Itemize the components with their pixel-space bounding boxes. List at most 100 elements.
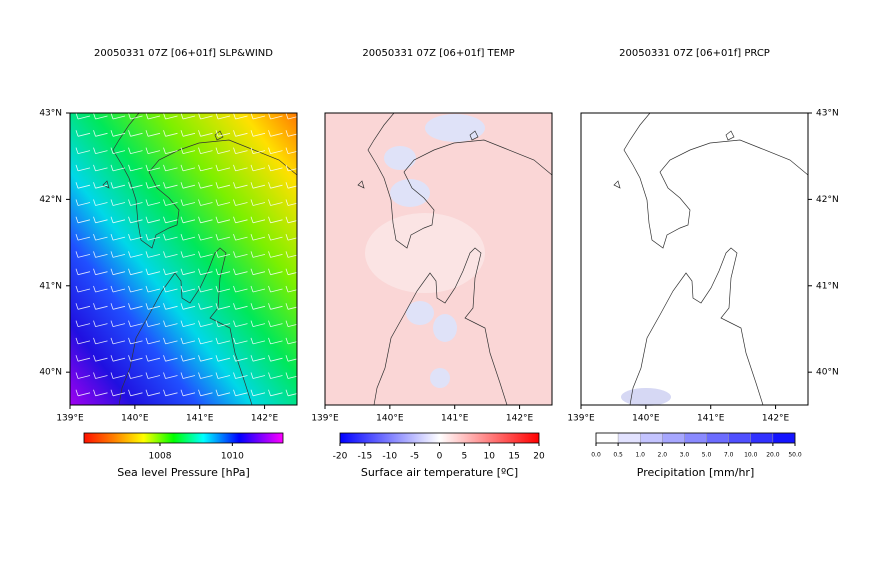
wind-barb <box>233 355 248 362</box>
wind-barb <box>198 372 213 379</box>
colorbar-step <box>772 432 796 444</box>
wind-barb <box>250 285 266 293</box>
wind-barb <box>285 303 301 310</box>
wind-barb <box>285 268 301 276</box>
wind-barb <box>215 355 231 362</box>
wind-barb <box>198 389 213 397</box>
wind-barb <box>110 112 126 120</box>
wind-barb <box>198 251 213 258</box>
wind-barb <box>110 372 126 379</box>
colorbar-step <box>595 432 619 444</box>
wind-barb <box>215 164 231 172</box>
wind-barb <box>145 130 161 137</box>
lat-tick-label: 40°N <box>39 368 62 378</box>
colorbar <box>339 432 540 444</box>
lat-tick-label: 43°N <box>39 109 62 119</box>
wind-barb <box>93 216 108 224</box>
wind-barb <box>198 112 213 120</box>
wind-barb <box>215 216 231 224</box>
wind-barb <box>163 268 178 276</box>
wind-barb <box>145 337 161 345</box>
colorbar-tick-label: 2.0 <box>658 452 668 459</box>
warm-patch <box>365 213 485 293</box>
wind-barb <box>198 268 213 276</box>
wind-barb <box>75 285 91 293</box>
wind-barb <box>198 355 213 362</box>
wind-barb <box>215 285 231 293</box>
wind-barb <box>268 320 283 327</box>
wind-barb <box>93 164 108 172</box>
wind-barb <box>180 285 196 293</box>
colorbar-tick-label: 1008 <box>149 452 172 462</box>
wind-barb <box>93 147 108 154</box>
wind-barb <box>128 251 143 258</box>
wind-barb <box>180 182 196 189</box>
wind-barb <box>268 112 283 120</box>
wind-barb <box>128 355 143 362</box>
colorbar-tick-label: -10 <box>382 452 397 462</box>
lat-tick-label: 41°N <box>39 281 62 291</box>
wind-barb <box>268 372 283 379</box>
wind-barb <box>180 337 196 345</box>
wind-barb <box>75 199 91 206</box>
wind-barb <box>285 130 301 137</box>
wind-barb <box>110 303 126 310</box>
wind-barb <box>285 337 301 345</box>
colorbar-tick-label: -15 <box>358 452 373 462</box>
colorbar-step <box>706 432 729 444</box>
colorbar-tick-label: 1.0 <box>635 452 645 459</box>
wind-barb <box>198 164 213 172</box>
wind-barb <box>163 337 178 345</box>
wind-barb <box>250 147 266 154</box>
wind-barb <box>128 216 143 224</box>
wind-barb <box>145 233 161 241</box>
wind-barb <box>285 147 301 154</box>
wind-barb <box>75 355 91 362</box>
wind-barb <box>110 285 126 293</box>
wind-barb <box>93 182 108 189</box>
wind-barb <box>163 320 178 327</box>
wind-barb <box>145 320 161 327</box>
wind-barb <box>268 285 283 293</box>
wind-barb <box>110 164 126 172</box>
panel-title: 20050331 07Z [06+01f] PRCP <box>619 48 770 59</box>
panel-frame <box>324 112 553 406</box>
wind-barb <box>233 130 248 137</box>
colorbar-tick-label: 20.0 <box>766 452 780 459</box>
wind-barb <box>250 251 266 258</box>
wind-barb <box>233 164 248 172</box>
wind-barb <box>180 372 196 379</box>
colorbar-label: Sea level Pressure [hPa] <box>117 466 250 479</box>
colorbar-step <box>617 432 641 444</box>
lon-tick-label: 140°E <box>632 414 660 424</box>
cold-patch <box>384 146 416 170</box>
wind-barb <box>75 251 91 258</box>
wind-barb <box>128 372 143 379</box>
colorbar <box>595 432 796 444</box>
wind-barb <box>198 182 213 189</box>
wind-barb <box>163 233 178 241</box>
wind-barb <box>93 199 108 206</box>
colorbar <box>83 432 284 444</box>
wind-barb <box>250 199 266 206</box>
wind-barb <box>93 337 108 345</box>
wind-barb <box>215 199 231 206</box>
wind-barb <box>285 251 301 258</box>
colorbar-tick-label: 0 <box>437 452 443 462</box>
wind-barb <box>268 147 283 154</box>
wind-barb <box>128 164 143 172</box>
cold-patch <box>406 301 434 325</box>
wind-barb <box>285 355 301 362</box>
lon-tick-label: 141°E <box>697 414 725 424</box>
wind-barb <box>215 251 231 258</box>
wind-barb <box>180 199 196 206</box>
wind-barb <box>180 164 196 172</box>
wind-barb <box>93 233 108 241</box>
wind-barb <box>233 216 248 224</box>
wind-barb <box>163 285 178 293</box>
wind-barb <box>93 389 108 397</box>
wind-barb <box>198 303 213 310</box>
colorbar-tick-label: 3.0 <box>680 452 690 459</box>
wind-barb <box>163 147 178 154</box>
wind-barb <box>128 130 143 137</box>
